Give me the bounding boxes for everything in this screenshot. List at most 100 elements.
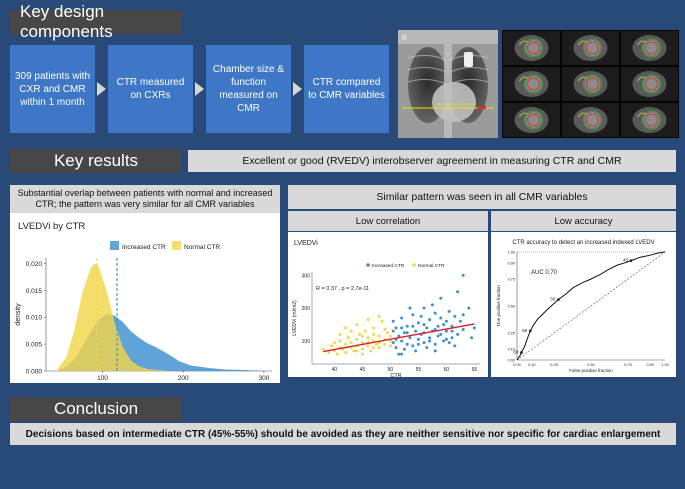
scatter-point: [461, 273, 465, 277]
scatter-point: [394, 326, 398, 330]
threshold-point: [557, 298, 560, 301]
scatter-point: [414, 349, 418, 353]
x-tick-label: 100: [97, 375, 108, 382]
scatter-point: [363, 329, 367, 333]
scatter-point: [374, 342, 378, 346]
scatter-legend-dot-0: [366, 263, 370, 267]
y-tick-label: 0.000: [26, 369, 43, 376]
scatter-chart-title: LVEDVi: [294, 240, 318, 247]
scatter-legend-dot-1: [412, 263, 416, 267]
x-tick-label: 0.10: [528, 363, 535, 367]
chest-xray-image: R: [398, 30, 498, 138]
scatter-point: [467, 306, 471, 310]
scatter-point: [327, 351, 331, 354]
mri-endo-contour: [645, 113, 658, 127]
scatter-point: [419, 314, 423, 318]
scatter-point: [366, 318, 370, 322]
scatter-point: [411, 313, 415, 317]
scatter-point: [366, 336, 370, 340]
scatter-point: [344, 351, 348, 354]
mri-epi-contour: [642, 38, 661, 58]
x-tick-label: 0.75: [624, 363, 631, 367]
mri-endo-contour: [586, 113, 599, 127]
scatter-point: [411, 324, 415, 328]
flow-box-patients: 309 patients with CXR and CMR within 1 m…: [10, 45, 95, 133]
mri-rv-contour: [578, 40, 587, 46]
scatter-point: [360, 347, 364, 351]
threshold-label: 55: [522, 328, 528, 333]
scatter-point: [383, 328, 387, 331]
scatter-point: [447, 341, 451, 345]
scatter-chart: LVEDVi Increased CTR Normal CTR R = 0.37 , …: [292, 240, 480, 379]
mri-endo-contour: [645, 41, 658, 55]
threshold-point: [529, 329, 532, 333]
conclusion-section-title: Conclusion: [10, 397, 182, 421]
scatter-point: [391, 329, 395, 333]
y-tick-label: 0.10: [508, 348, 515, 352]
scatter-point: [461, 313, 465, 317]
x-tick-label: 300: [258, 375, 269, 382]
scatter-point: [416, 342, 420, 346]
correlation-annotation: R = 0.37 , p = 2.7e-11: [316, 286, 369, 292]
scatter-point: [428, 339, 432, 343]
x-tick-label: 0.50: [587, 363, 594, 367]
flow-box-ctr-compared: CTR compared to CMR variables: [304, 45, 389, 133]
y-tick-label: 200: [302, 306, 311, 312]
scatter-point: [330, 344, 334, 348]
scatter-point: [344, 326, 348, 330]
scatter-point: [391, 341, 395, 345]
mri-rv-contour: [637, 76, 646, 82]
scatter-legend-label-0: Increased CTR: [372, 263, 405, 269]
scatter-point: [444, 337, 448, 341]
x-axis-label: CTR: [390, 373, 401, 377]
roc-chart-title: CTR accuracy to detect an increased inde…: [512, 240, 654, 246]
scatter-point: [360, 341, 364, 345]
mri-rv-contour: [578, 76, 587, 82]
y-tick-label: 0.015: [26, 288, 43, 295]
scatter-point: [416, 321, 420, 325]
scatter-point: [400, 326, 404, 330]
scatter-point: [349, 329, 353, 333]
x-tick-label: 40: [332, 367, 338, 373]
xray-side-label: R: [402, 35, 407, 42]
flow-box-ctr-measured: CTR measured on CXRs: [108, 45, 193, 133]
scatter-point: [453, 314, 457, 318]
scatter-point: [458, 319, 462, 323]
scatter-point: [439, 332, 443, 336]
y-axis-label: density: [15, 303, 22, 326]
mri-rv-contour: [519, 112, 528, 118]
scatter-point: [405, 331, 409, 335]
scatter-point: [402, 331, 406, 335]
scatter-point: [360, 352, 364, 356]
perfect-classifier-line: [516, 251, 665, 360]
mri-endo-contour: [586, 77, 599, 91]
scatter-point: [391, 319, 395, 323]
scatter-point: [453, 344, 457, 348]
scatter-point: [369, 349, 373, 353]
scatter-point: [355, 323, 359, 327]
scatter-point: [461, 328, 465, 331]
y-tick-label: 100: [302, 339, 311, 345]
x-tick-label: 200: [178, 375, 189, 382]
scatter-point: [346, 336, 350, 340]
x-tick-label: 45: [360, 367, 366, 373]
roc-chart-panel: CTR accuracy to detect an increased inde…: [491, 232, 676, 377]
x-tick-label: 0.25: [550, 363, 557, 367]
scatter-point: [430, 303, 434, 307]
y-tick-label: 0.90: [508, 261, 515, 265]
scatter-point: [405, 342, 409, 346]
mri-endo-contour: [527, 41, 540, 55]
mri-epi-contour: [583, 110, 602, 130]
auc-annotation: AUC 0.70: [531, 270, 558, 276]
scatter-point: [332, 341, 336, 345]
threshold-label: 60: [513, 349, 519, 354]
y-tick-label: 0.25: [508, 332, 515, 336]
scatter-point: [422, 341, 426, 345]
scatter-point: [377, 334, 381, 338]
low-correlation-header: Low correlation: [288, 211, 488, 231]
cardiac-mri-images: [502, 30, 679, 138]
scatter-point: [447, 309, 451, 313]
scatter-point: [436, 324, 440, 328]
scatter-point: [442, 339, 446, 343]
scatter-point: [456, 290, 460, 294]
